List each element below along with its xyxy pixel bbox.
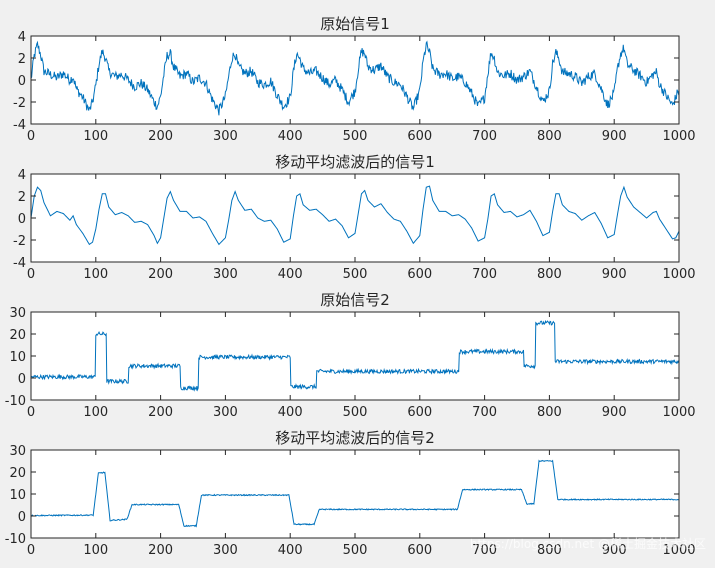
x-tick-label: 700 bbox=[472, 267, 497, 282]
x-tick-label: 500 bbox=[343, 405, 368, 420]
x-tick-label: 700 bbox=[472, 405, 497, 420]
x-tick-label: 300 bbox=[213, 129, 238, 144]
x-tick-label: 600 bbox=[407, 129, 432, 144]
y-tick-label: 10 bbox=[9, 488, 26, 503]
x-tick-label: 600 bbox=[407, 405, 432, 420]
series-line-1 bbox=[31, 459, 679, 528]
plot-area bbox=[31, 312, 679, 400]
x-tick-label: 600 bbox=[407, 543, 432, 558]
x-tick-label: 400 bbox=[278, 543, 303, 558]
y-tick-label: 10 bbox=[9, 350, 26, 365]
x-tick-label: 200 bbox=[148, 543, 173, 558]
x-tick-label: 200 bbox=[148, 267, 173, 282]
plot-area bbox=[31, 450, 679, 538]
x-tick-label: 900 bbox=[602, 543, 627, 558]
x-tick-label: 1000 bbox=[662, 129, 695, 144]
subplot-title: 移动平均滤波后的信号1 bbox=[275, 153, 435, 171]
y-tick-label: 30 bbox=[9, 444, 26, 459]
x-tick-label: 200 bbox=[148, 405, 173, 420]
y-tick-label: -4 bbox=[13, 256, 26, 271]
x-tick-label: 400 bbox=[278, 267, 303, 282]
y-tick-label: 4 bbox=[18, 168, 26, 183]
x-tick-label: 500 bbox=[343, 267, 368, 282]
series-line-1 bbox=[31, 185, 679, 246]
x-tick-label: 100 bbox=[83, 405, 108, 420]
x-tick-label: 500 bbox=[343, 543, 368, 558]
y-tick-label: 0 bbox=[18, 212, 26, 227]
x-tick-label: 500 bbox=[343, 129, 368, 144]
x-tick-label: 300 bbox=[213, 543, 238, 558]
x-tick-label: 0 bbox=[27, 405, 35, 420]
x-tick-label: 800 bbox=[537, 405, 562, 420]
subplot-title: 移动平均滤波后的信号2 bbox=[275, 429, 435, 447]
x-tick-label: 100 bbox=[83, 129, 108, 144]
x-tick-label: 100 bbox=[83, 543, 108, 558]
x-tick-label: 300 bbox=[213, 267, 238, 282]
series-line-1 bbox=[31, 319, 679, 392]
x-tick-label: 300 bbox=[213, 405, 238, 420]
x-tick-label: 1000 bbox=[662, 267, 695, 282]
x-tick-label: 0 bbox=[27, 129, 35, 144]
plot-area bbox=[31, 174, 679, 262]
y-tick-label: 2 bbox=[18, 190, 26, 205]
x-tick-label: 900 bbox=[602, 129, 627, 144]
x-tick-label: 0 bbox=[27, 543, 35, 558]
y-tick-label: 2 bbox=[18, 52, 26, 67]
x-tick-label: 0 bbox=[27, 267, 35, 282]
x-tick-label: 600 bbox=[407, 267, 432, 282]
y-tick-label: 4 bbox=[18, 30, 26, 45]
x-tick-label: 900 bbox=[602, 405, 627, 420]
subplot-1: 原始信号1 0 100 200 300 400 500 600 700 800 900 1000 4 2 0… bbox=[13, 15, 696, 144]
y-tick-label: -4 bbox=[13, 118, 26, 133]
y-tick-label: -2 bbox=[13, 234, 26, 249]
x-tick-label: 800 bbox=[537, 129, 562, 144]
x-tick-label: 700 bbox=[472, 543, 497, 558]
x-tick-label: 400 bbox=[278, 129, 303, 144]
subplot-title: 原始信号2 bbox=[320, 291, 390, 309]
x-tick-label: 400 bbox=[278, 405, 303, 420]
subplot-2: 移动平均滤波后的信号1 0 100 200 300 400 500 600 700 800 900 1… bbox=[13, 153, 696, 282]
y-tick-label: 0 bbox=[18, 74, 26, 89]
x-tick-label: 800 bbox=[537, 543, 562, 558]
plot-area bbox=[31, 36, 679, 124]
x-tick-label: 800 bbox=[537, 267, 562, 282]
x-tick-label: 1000 bbox=[662, 405, 695, 420]
y-tick-label: 20 bbox=[9, 328, 26, 343]
subplot-title: 原始信号1 bbox=[320, 15, 390, 33]
series-line-1 bbox=[31, 40, 679, 116]
x-tick-label: 700 bbox=[472, 129, 497, 144]
y-tick-label: -10 bbox=[5, 532, 26, 547]
y-tick-label: 0 bbox=[18, 510, 26, 525]
x-tick-label: 1000 bbox=[662, 543, 695, 558]
y-tick-label: 30 bbox=[9, 306, 26, 321]
y-tick-label: 0 bbox=[18, 372, 26, 387]
x-tick-label: 200 bbox=[148, 129, 173, 144]
y-tick-label: -2 bbox=[13, 96, 26, 111]
y-tick-label: 20 bbox=[9, 466, 26, 481]
x-tick-label: 100 bbox=[83, 267, 108, 282]
x-tick-label: 900 bbox=[602, 267, 627, 282]
y-tick-label: -10 bbox=[5, 394, 26, 409]
watermark: https://blog.csdn.net @稀土掘金技术社区 bbox=[470, 536, 706, 551]
